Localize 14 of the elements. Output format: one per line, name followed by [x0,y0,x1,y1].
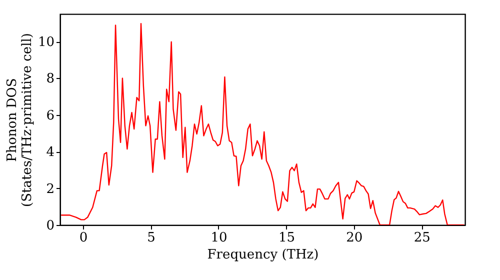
y-tick-label: 0 [46,218,54,234]
y-axis-title: Phonon DOS (States/THz·primitive cell) [4,32,35,208]
x-tick-label: 0 [79,230,88,246]
x-tick-label: 25 [414,230,430,246]
y-tick-label: 2 [46,182,54,197]
x-tick-label: 10 [210,230,228,246]
y-tick-label: 8 [46,72,54,87]
y-tick-label: 4 [46,145,54,160]
x-tick-label: 5 [147,230,156,246]
y-tick-label: 6 [46,108,54,124]
x-axis-title: Frequency (THz) [207,248,319,262]
x-tick-label: 15 [278,230,295,246]
y-tick-label: 10 [38,35,54,50]
x-tick-label: 20 [346,230,363,246]
